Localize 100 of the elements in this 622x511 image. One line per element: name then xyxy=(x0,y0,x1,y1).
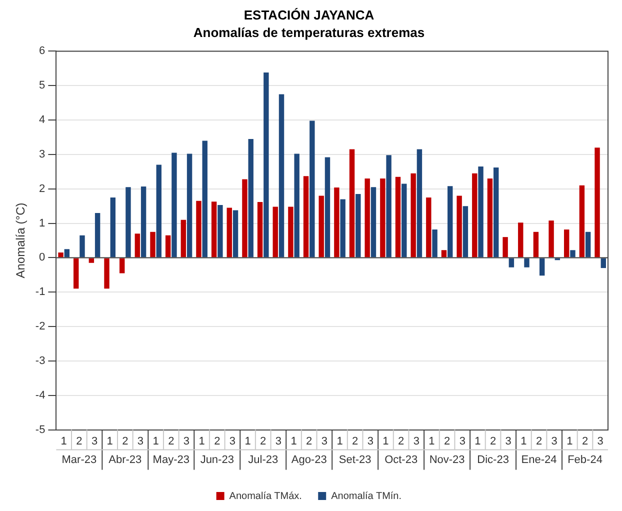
x-tick-label: 2 xyxy=(398,435,404,448)
x-tick-label: 3 xyxy=(459,435,466,448)
x-tick-label: 2 xyxy=(306,435,312,448)
text: Mar-23 xyxy=(62,454,97,466)
y-tick-label: 4 xyxy=(39,114,46,126)
bar xyxy=(441,250,447,258)
text: Jul-23 xyxy=(248,454,278,466)
bar xyxy=(264,72,269,258)
y-tick-label: -2 xyxy=(35,320,46,333)
x-tick-label: 1 xyxy=(520,435,527,448)
bar xyxy=(303,176,309,258)
x-tick-label: 1 xyxy=(474,435,481,448)
bar xyxy=(364,178,370,258)
bar xyxy=(104,258,110,289)
x-tick-label: 2 xyxy=(444,435,450,448)
bar xyxy=(340,199,346,258)
bar xyxy=(548,220,554,258)
y-tick-label: 0 xyxy=(39,252,46,264)
bar xyxy=(88,258,94,263)
bar xyxy=(524,258,530,268)
bar xyxy=(278,94,284,258)
bar xyxy=(426,197,432,258)
text: Jun-23 xyxy=(200,454,234,466)
legend-label: Anomalía TMín. xyxy=(331,490,402,502)
text: Set-23 xyxy=(338,454,372,466)
bar xyxy=(380,178,386,258)
bar xyxy=(395,176,401,258)
bar xyxy=(310,120,315,258)
bar xyxy=(478,166,484,258)
bar xyxy=(74,258,79,289)
text: Ene-24 xyxy=(521,454,557,466)
y-tick-label: -4 xyxy=(35,389,46,402)
x-tick-label: 1 xyxy=(152,435,159,448)
x-tick-label: 1 xyxy=(106,435,113,448)
bar xyxy=(134,234,140,258)
bar xyxy=(272,206,278,258)
y-tick-label: 2 xyxy=(39,182,46,195)
x-tick-label: 3 xyxy=(183,435,190,448)
bar xyxy=(119,258,125,274)
text: Abr-23 xyxy=(108,454,142,466)
x-tick-label: 2 xyxy=(260,435,266,448)
bar xyxy=(180,220,186,258)
bar xyxy=(324,157,330,258)
bar xyxy=(494,168,499,258)
bar xyxy=(110,197,116,258)
x-tick-label: 1 xyxy=(336,435,343,448)
x-tick-label: 1 xyxy=(244,435,251,448)
bar xyxy=(432,229,438,258)
y-tick-label: 5 xyxy=(39,80,46,92)
bar xyxy=(585,232,591,258)
text: May-23 xyxy=(152,454,190,466)
x-tick-label: 3 xyxy=(367,435,374,448)
bar xyxy=(472,173,478,258)
text: Dic-23 xyxy=(477,454,509,466)
bar xyxy=(508,258,514,268)
x-tick-label: 3 xyxy=(275,435,282,448)
x-tick-label: 1 xyxy=(566,435,573,448)
bar xyxy=(150,232,156,258)
chart-subtitle: Anomalías de temperaturas extremas xyxy=(193,24,425,40)
bar xyxy=(579,185,585,258)
text: Feb-24 xyxy=(568,454,602,466)
bar xyxy=(218,205,223,258)
bar xyxy=(402,184,407,258)
bar xyxy=(518,222,524,258)
bar xyxy=(410,173,416,258)
bar xyxy=(462,206,468,258)
bar xyxy=(456,196,462,258)
x-tick-label: 2 xyxy=(214,435,220,448)
y-tick-label: -3 xyxy=(35,354,46,367)
legend-label: Anomalía TMáx. xyxy=(229,490,302,502)
x-tick-label: 1 xyxy=(60,435,67,448)
chart-title: ESTACIÓN JAYANCA xyxy=(244,7,375,22)
bar xyxy=(294,154,300,258)
bar xyxy=(487,178,493,258)
bar xyxy=(140,186,146,258)
bar xyxy=(156,164,162,258)
x-tick-label: 2 xyxy=(76,435,82,448)
x-tick-label: 2 xyxy=(536,435,542,448)
x-tick-label: 2 xyxy=(352,435,358,448)
bar xyxy=(502,237,508,258)
y-axis-title: Anomalía (°C) xyxy=(14,202,28,278)
bar xyxy=(202,140,208,258)
bar xyxy=(172,152,177,258)
x-tick-label: 3 xyxy=(137,435,144,448)
bar xyxy=(539,258,545,276)
x-tick-label: 2 xyxy=(168,435,174,448)
bar xyxy=(80,235,85,258)
x-tick-label: 1 xyxy=(382,435,389,448)
x-tick-label: 3 xyxy=(597,435,604,448)
text: Nov-23 xyxy=(429,454,465,466)
text: Oct-23 xyxy=(384,454,418,466)
x-tick-label: 3 xyxy=(551,435,558,448)
bar xyxy=(226,208,232,258)
bar xyxy=(564,229,570,258)
y-tick-label: -1 xyxy=(35,286,46,298)
bar xyxy=(533,232,539,258)
bar xyxy=(318,196,324,258)
x-tick-label: 1 xyxy=(290,435,297,448)
bar xyxy=(356,194,361,258)
y-tick-label: 1 xyxy=(39,217,46,230)
